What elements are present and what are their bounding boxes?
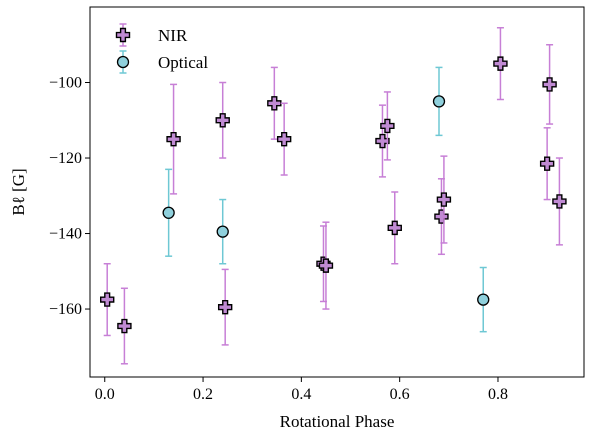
y-axis-label: Bℓ [G]	[9, 168, 28, 215]
nir-data-point	[539, 156, 555, 171]
x-tick-label: 0.6	[390, 386, 410, 403]
data-layer	[100, 27, 567, 365]
optical-data-point	[162, 206, 175, 219]
x-tick-label: 0.8	[488, 386, 508, 403]
x-tick-label: 0.0	[95, 386, 115, 403]
legend: NIR Optical	[115, 23, 208, 74]
optical-data-point	[477, 293, 490, 306]
nir-data-point	[215, 113, 230, 128]
legend-item-optical: Optical	[116, 50, 208, 74]
nir-data-point	[375, 133, 390, 149]
nir-data-point	[166, 131, 181, 147]
y-tick-label: −160	[49, 301, 82, 318]
nir-data-point	[276, 131, 292, 147]
nir-data-point	[542, 77, 557, 92]
optical-data-point	[116, 55, 130, 69]
plot-frame	[89, 6, 585, 378]
y-tick-label: −140	[49, 226, 82, 243]
optical-data-point	[432, 95, 446, 108]
nir-data-point	[434, 209, 449, 224]
legend-label-optical: Optical	[158, 53, 208, 72]
x-tick-label: 0.2	[193, 386, 213, 403]
nir-data-point	[380, 118, 395, 134]
nir-data-point	[318, 258, 334, 273]
x-axis: 0.0 0.2 0.4 0.6 0.8	[95, 377, 508, 403]
y-tick-label: −100	[49, 75, 82, 92]
legend-item-nir: NIR	[115, 23, 188, 47]
nir-series	[100, 27, 567, 365]
nir-data-point	[100, 292, 115, 307]
nir-data-point	[117, 318, 132, 334]
nir-data-point	[387, 220, 402, 236]
nir-data-point	[115, 27, 131, 43]
x-axis-label: Rotational Phase	[280, 412, 395, 431]
nir-data-point	[493, 56, 508, 71]
x-tick-label: 0.4	[291, 386, 311, 403]
nir-data-point	[267, 96, 282, 111]
nir-data-point	[552, 194, 567, 209]
legend-label-nir: NIR	[158, 26, 188, 45]
nir-data-point	[217, 299, 233, 315]
nir-data-point	[436, 192, 452, 207]
y-tick-label: −120	[49, 150, 82, 167]
optical-series	[162, 66, 490, 333]
optical-data-point	[216, 225, 229, 238]
y-axis: −160 −140 −120 −100	[49, 75, 90, 318]
